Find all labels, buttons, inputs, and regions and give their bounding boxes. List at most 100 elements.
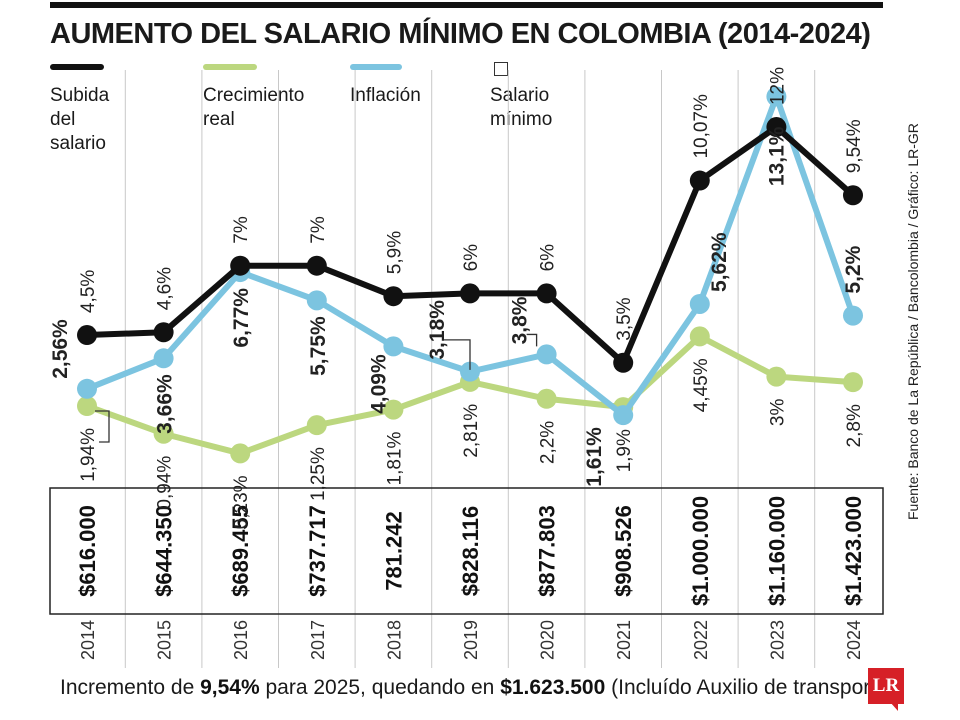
label-subida-2014: 4,5% (78, 270, 99, 313)
series-point-2-2014 (77, 378, 97, 399)
series-point-1-2017 (306, 415, 327, 436)
series-point-1-2018 (383, 399, 404, 420)
source-note: Fuente: Banco de La República / Bancolom… (905, 123, 921, 520)
series-point-2-2015 (153, 348, 174, 369)
series-point-1-2023 (766, 366, 787, 387)
series-point-0-2019 (460, 283, 480, 304)
year-label-2018: 2018 (384, 620, 404, 660)
label-inflacion-2020: 3,8% (509, 296, 532, 344)
legend-label-subida: Subida del salario (50, 85, 110, 154)
salary-value-2015: $644.350 (152, 505, 177, 597)
series-point-2-2023 (766, 86, 787, 107)
footer-rate: 9,54% (200, 676, 260, 699)
label-inflacion-2021: 1,61% (583, 427, 606, 487)
series-point-0-2024 (843, 185, 863, 206)
salary-value-2016: $689.455 (228, 505, 253, 597)
label-inflacion-2014: 2,56% (49, 319, 72, 379)
legend-swatch-inflacion (350, 64, 402, 70)
label-real-2014: 1,94% (78, 428, 99, 482)
year-label-2024: 2024 (844, 620, 864, 660)
legend-box-salario (494, 62, 508, 76)
label-inflacion-2016: 6,77% (230, 288, 253, 348)
label-subida-2018: 5,9% (384, 231, 405, 274)
legend-label-real: Crecimiento real (203, 85, 305, 130)
series-point-0-2021 (613, 352, 634, 373)
year-label-2023: 2023 (767, 620, 787, 660)
footer-middle: para 2025, quedando en (259, 676, 501, 699)
series-point-1-2014 (77, 396, 97, 417)
chart-title: AUMENTO DEL SALARIO MÍNIMO EN COLOMBIA (… (50, 18, 871, 50)
legend-label-inflacion: Inflación (350, 85, 421, 106)
label-subida-2020: 6% (538, 244, 559, 272)
label-real-2022: 4,45% (691, 358, 712, 412)
year-label-2014: 2014 (78, 620, 98, 660)
label-real-2016: 0,23% (231, 475, 252, 529)
footer-prefix: Incremento de (60, 676, 201, 699)
label-subida-2022: 10,07% (691, 94, 712, 159)
label-real-2020: 2,2% (538, 421, 559, 464)
label-real-2024: 2,8% (844, 404, 865, 447)
series-point-0-2022 (689, 170, 710, 191)
salary-value-2017: $737.717 (305, 505, 330, 597)
top-rule (50, 2, 883, 8)
bracket-2014 (95, 410, 110, 443)
series-point-0-2020 (536, 283, 557, 304)
series-point-2-2018 (383, 336, 404, 357)
salary-table-box (49, 487, 884, 615)
bracket-2019 (444, 339, 471, 370)
salary-value-2021: $908.526 (611, 505, 636, 597)
footer-suffix: (Incluído Auxilio de transporte) (605, 676, 895, 699)
label-inflacion-2019: 3,18% (426, 300, 449, 360)
series-point-2-2017 (306, 290, 327, 311)
series-point-2-2024 (843, 305, 863, 326)
series-point-2-2019 (460, 361, 480, 382)
label-real-2023: 3% (767, 399, 788, 427)
label-real-2015: 0,94% (155, 456, 176, 510)
footer-amount: $1.623.500 (500, 676, 606, 699)
label-inflacion-2015: 3,66% (154, 374, 177, 434)
label-inflacion-2018: 4,09% (367, 354, 390, 414)
year-label-2016: 2016 (231, 620, 251, 660)
series-point-2-2020 (536, 344, 557, 365)
salary-value-2022: $1.000.000 (688, 496, 713, 606)
label-subida-2015: 4,6% (155, 267, 176, 310)
lr-logo: LR (868, 668, 904, 711)
label-inflacion-2017: 5,75% (307, 316, 330, 376)
year-label-2020: 2020 (538, 620, 558, 660)
label-subida-2017: 7% (308, 216, 329, 244)
label-subida-2021: 3,5% (614, 297, 635, 340)
year-label-2022: 2022 (691, 620, 711, 660)
salary-value-2023: $1.160.000 (764, 496, 789, 606)
label-real-2021: 1,9% (614, 429, 635, 472)
label-subida-2024: 9,54% (844, 119, 865, 173)
year-label-2019: 2019 (461, 620, 481, 660)
series-point-0-2016 (230, 255, 251, 276)
series-point-2-2022 (689, 293, 710, 314)
series-point-1-2024 (843, 372, 863, 393)
label-real-2019: 2,81% (461, 404, 482, 458)
year-label-2021: 2021 (614, 620, 634, 660)
label-subida-2023: 12% (767, 67, 788, 105)
label-real-2017: 1,25% (308, 447, 329, 501)
series-point-0-2018 (383, 286, 404, 307)
footer-note: Incremento de 9,54% para 2025, quedando … (60, 676, 895, 700)
year-label-2015: 2015 (155, 620, 175, 660)
label-real-2018: 1,81% (384, 432, 405, 486)
series-point-2-2021 (613, 405, 634, 426)
series-point-0-2014 (77, 325, 97, 346)
series-point-0-2015 (153, 322, 174, 343)
label-subida-2016: 7% (231, 216, 252, 244)
label-inflacion-2023: 13,1% (765, 126, 788, 186)
series-point-1-2016 (230, 443, 251, 464)
legend-label-salario: Salario mínimo (490, 85, 553, 130)
salary-value-2019: $828.116 (458, 506, 483, 597)
year-label-2017: 2017 (308, 620, 328, 660)
bracket-2020 (526, 333, 538, 347)
series-point-0-2017 (306, 255, 327, 276)
legend-swatch-real (203, 64, 257, 70)
series-point-1-2022 (689, 326, 710, 347)
salary-value-2014: $616.000 (75, 505, 100, 597)
label-inflacion-2022: 5,62% (708, 232, 731, 292)
legend-swatch-subida (50, 64, 104, 70)
